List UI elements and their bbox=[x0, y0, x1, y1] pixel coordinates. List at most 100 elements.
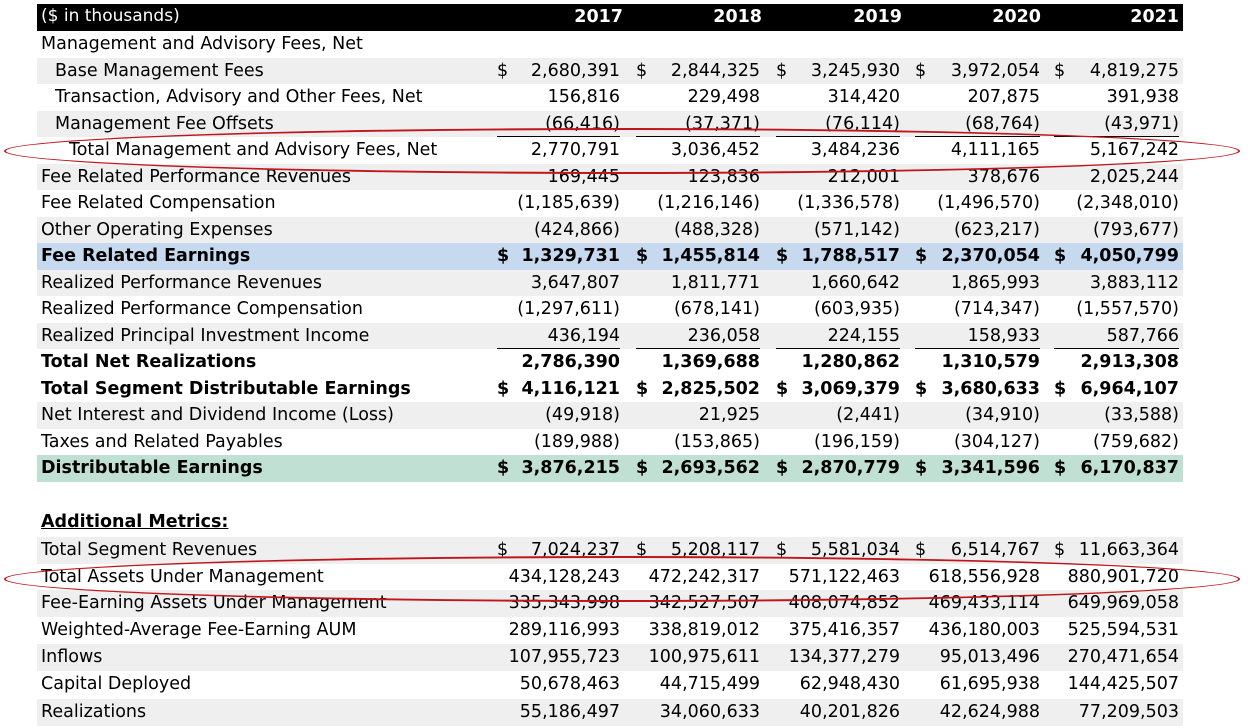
dollar-sign: $ bbox=[1054, 458, 1067, 478]
value-cell: $2,680,391 bbox=[497, 61, 620, 83]
value-text: 2,786,390 bbox=[521, 352, 620, 372]
value-cell: 123,836 bbox=[636, 167, 760, 189]
value-cell: (488,328) bbox=[636, 220, 760, 242]
table-row: Fee Related Compensation (1,185,639) (1,21… bbox=[37, 190, 1183, 217]
value-text: 525,594,531 bbox=[1067, 620, 1179, 640]
value-text: 2,370,054 bbox=[941, 246, 1040, 266]
value-text: (66,416) bbox=[545, 113, 620, 134]
value-text: (623,217) bbox=[953, 219, 1040, 240]
table-row: Realized Principal Investment Income 436,… bbox=[37, 322, 1183, 349]
table-row: Other Operating Expenses (424,866) (488,32… bbox=[37, 216, 1183, 243]
value-cell: (196,159) bbox=[776, 432, 900, 454]
value-text: (76,114) bbox=[825, 113, 900, 134]
value-cell: (43,971) bbox=[1054, 114, 1179, 137]
value-cell: 469,433,114 bbox=[915, 593, 1040, 615]
dollar-sign: $ bbox=[915, 246, 928, 266]
value-text: 469,433,114 bbox=[928, 593, 1040, 613]
value-cell: 62,948,430 bbox=[776, 674, 900, 696]
row-label: Realized Principal Investment Income bbox=[41, 325, 370, 346]
row-label: Transaction, Advisory and Other Fees, Ne… bbox=[55, 87, 423, 107]
value-cell: (1,496,570) bbox=[915, 193, 1040, 215]
value-text: 3,341,596 bbox=[941, 458, 1040, 478]
value-cell: $3,972,054 bbox=[915, 61, 1040, 83]
value-cell: 169,445 bbox=[497, 167, 620, 189]
value-text: 5,581,034 bbox=[810, 540, 900, 560]
row-label: Realizations bbox=[41, 702, 147, 722]
value-text: 618,556,928 bbox=[928, 566, 1040, 587]
value-text: (49,918) bbox=[545, 405, 620, 425]
value-cell: 212,001 bbox=[776, 167, 900, 189]
value-text: 391,938 bbox=[1106, 87, 1179, 107]
value-cell: 158,933 bbox=[915, 326, 1040, 349]
value-text: 1,811,771 bbox=[670, 272, 760, 293]
value-cell: $2,693,562 bbox=[636, 458, 760, 480]
value-cell: 107,955,723 bbox=[497, 647, 620, 669]
value-text: (68,764) bbox=[965, 113, 1040, 134]
value-text: (2,348,010) bbox=[1076, 193, 1179, 213]
value-cell: 61,695,938 bbox=[915, 674, 1040, 696]
value-cell: 1,865,993 bbox=[915, 273, 1040, 295]
value-cell: 391,938 bbox=[1054, 87, 1179, 109]
dollar-sign: $ bbox=[497, 378, 510, 399]
row-label: Inflows bbox=[41, 647, 103, 667]
units-label: ($ in thousands) bbox=[41, 6, 180, 26]
value-cell: 2,770,791 bbox=[497, 140, 620, 162]
value-text: 3,680,633 bbox=[941, 378, 1040, 399]
value-cell: $6,964,107 bbox=[1054, 379, 1179, 401]
row-label: Total Management and Advisory Fees, Net bbox=[69, 140, 438, 160]
table-row: Transaction, Advisory and Other Fees, Ne… bbox=[37, 84, 1183, 111]
row-label: Base Management Fees bbox=[55, 60, 264, 81]
value-cell: (49,918) bbox=[497, 405, 620, 427]
dollar-sign: $ bbox=[636, 458, 649, 478]
value-cell: 378,676 bbox=[915, 167, 1040, 189]
value-cell: 2,025,244 bbox=[1054, 167, 1179, 189]
value-cell: 571,122,463 bbox=[776, 567, 900, 589]
value-text: 55,186,497 bbox=[519, 702, 620, 722]
value-text: 2,680,391 bbox=[530, 60, 620, 81]
value-cell: 207,875 bbox=[915, 87, 1040, 109]
value-text: 6,964,107 bbox=[1080, 378, 1179, 399]
table-row: Total Net Realizations 2,786,390 1,369,688… bbox=[37, 349, 1183, 376]
table-row: Fee Related Performance Revenues 169,445 1… bbox=[37, 163, 1183, 190]
value-text: 3,876,215 bbox=[521, 458, 620, 478]
value-text: 314,420 bbox=[827, 87, 900, 107]
value-cell: 1,310,579 bbox=[915, 352, 1040, 374]
value-text: 7,024,237 bbox=[530, 540, 620, 560]
value-text: 3,484,236 bbox=[810, 140, 900, 160]
value-text: 2,870,779 bbox=[801, 458, 900, 478]
value-cell: 3,036,452 bbox=[636, 140, 760, 162]
value-text: 2,693,562 bbox=[661, 458, 760, 478]
value-text: (34,910) bbox=[965, 405, 1040, 425]
dollar-sign: $ bbox=[915, 378, 928, 399]
value-text: 587,766 bbox=[1106, 325, 1179, 346]
value-cell: 587,766 bbox=[1054, 326, 1179, 349]
value-cell: (1,297,611) bbox=[497, 299, 620, 321]
value-text: 1,865,993 bbox=[950, 272, 1040, 293]
value-text: 378,676 bbox=[967, 166, 1040, 187]
value-text: 2,770,791 bbox=[530, 140, 620, 160]
value-text: 44,715,499 bbox=[659, 674, 760, 694]
dollar-sign: $ bbox=[776, 246, 789, 266]
value-cell: 436,194 bbox=[497, 326, 620, 349]
value-cell: 55,186,497 bbox=[497, 702, 620, 724]
value-text: 436,194 bbox=[547, 325, 620, 346]
value-cell: 436,180,003 bbox=[915, 620, 1040, 642]
dollar-sign: $ bbox=[915, 60, 927, 81]
value-text: 408,074,852 bbox=[788, 593, 900, 613]
value-cell: 21,925 bbox=[636, 405, 760, 427]
dollar-sign: $ bbox=[1054, 246, 1067, 266]
value-text: 5,167,242 bbox=[1089, 140, 1179, 160]
value-cell: 5,167,242 bbox=[1054, 140, 1179, 162]
value-text: 1,310,579 bbox=[941, 352, 1040, 372]
value-cell: (1,216,146) bbox=[636, 193, 760, 215]
value-cell: $6,514,767 bbox=[915, 540, 1040, 562]
value-cell: 525,594,531 bbox=[1054, 620, 1179, 642]
row-label: Fee Related Compensation bbox=[41, 193, 276, 213]
value-cell: 1,660,642 bbox=[776, 273, 900, 295]
value-cell: 42,624,988 bbox=[915, 702, 1040, 724]
dollar-sign: $ bbox=[497, 458, 510, 478]
value-text: 472,242,317 bbox=[648, 566, 760, 587]
value-text: 1,788,517 bbox=[801, 246, 900, 266]
value-text: 3,036,452 bbox=[670, 140, 760, 160]
row-label: Total Net Realizations bbox=[41, 352, 257, 372]
